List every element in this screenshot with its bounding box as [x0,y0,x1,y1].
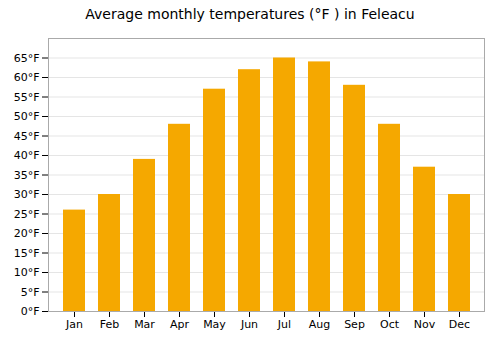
svg-text:May: May [203,318,226,331]
svg-text:40°F: 40°F [14,149,40,162]
html-text:Average monthly temperatures (: Average monthly temperatures (°F ) in Fe… [85,6,415,22]
svg-text:15°F: 15°F [14,247,40,260]
svg-text:Feb: Feb [100,318,119,331]
svg-text:35°F: 35°F [14,169,40,182]
svg-text:45°F: 45°F [14,130,40,143]
svg-text:Apr: Apr [170,318,190,331]
svg-text:Jul: Jul [277,318,291,331]
svg-text:Mar: Mar [134,318,155,331]
svg-text:Aug: Aug [309,318,330,331]
svg-text:65°F: 65°F [14,52,40,65]
svg-text:Jan: Jan [65,318,83,331]
svg-text:Jun: Jun [240,318,258,331]
svg-text:30°F: 30°F [14,188,40,201]
svg-text:25°F: 25°F [14,208,40,221]
svg-text:0°F: 0°F [21,305,40,318]
svg-text:Sep: Sep [344,318,365,331]
svg-text:50°F: 50°F [14,110,40,123]
svg-text:5°F: 5°F [21,286,40,299]
svg-text:Oct: Oct [380,318,400,331]
svg-text:Dec: Dec [449,318,470,331]
svg-text:Nov: Nov [414,318,436,331]
svg-text:10°F: 10°F [14,266,40,279]
svg-text:60°F: 60°F [14,71,40,84]
svg-text:20°F: 20°F [14,227,40,240]
svg-text:55°F: 55°F [14,91,40,104]
